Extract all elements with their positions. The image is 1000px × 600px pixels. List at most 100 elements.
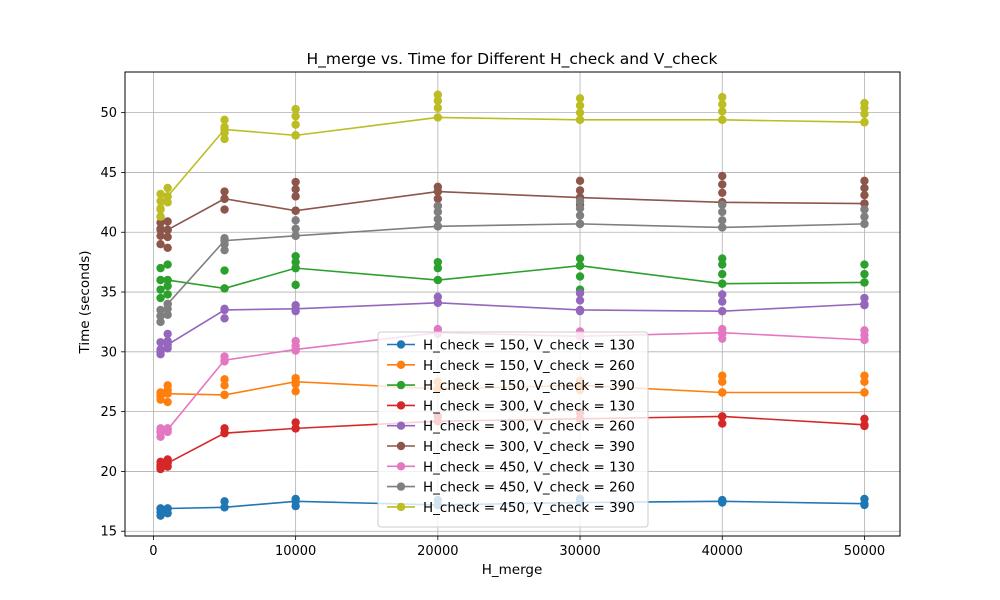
series-8-point	[860, 205, 869, 214]
series-4-line-point	[156, 462, 165, 471]
legend-marker	[396, 421, 406, 430]
series-3-line-point	[220, 284, 229, 293]
series-8-point	[433, 201, 443, 211]
series-2-line-point	[860, 388, 869, 397]
legend-label: H_check = 150, V_check = 130	[423, 338, 635, 354]
series-1-line-point	[291, 497, 300, 506]
series-9-point	[220, 115, 229, 125]
legend-item: H_check = 300, V_check = 390	[387, 439, 635, 455]
series-8-point	[575, 196, 585, 206]
series-9-point	[860, 98, 869, 108]
series-3-line-point	[433, 275, 443, 285]
legend-label: H_check = 300, V_check = 390	[423, 439, 635, 455]
series-8-line-point	[220, 236, 229, 245]
series-9-line-point	[156, 204, 165, 213]
legend-item: H_check = 450, V_check = 390	[387, 500, 635, 516]
series-6-point	[291, 192, 300, 201]
series-1-line-point	[163, 504, 172, 513]
series-6-line-point	[220, 194, 229, 203]
series-2-point	[163, 381, 172, 390]
series-1-point	[220, 497, 229, 506]
series-3-point	[575, 254, 585, 263]
series-3-point	[163, 290, 172, 299]
series-3-line-point	[163, 275, 172, 285]
series-7-line-point	[156, 427, 165, 437]
series-3-point	[220, 266, 229, 275]
legend-marker	[396, 340, 406, 349]
series-3-point	[575, 272, 585, 281]
legend-marker	[396, 482, 406, 491]
series-6-point	[156, 231, 165, 241]
series-7-line-point	[291, 345, 300, 354]
series-6-line-point	[163, 225, 172, 235]
y-tick-label: 50	[100, 106, 117, 121]
y-tick-label: 25	[100, 405, 117, 420]
series-3-point	[163, 281, 172, 291]
series-8-line-point	[156, 311, 165, 321]
series-8-line-point	[575, 219, 585, 229]
series-2-line-point	[718, 388, 727, 397]
series-8-point	[860, 212, 869, 221]
series-7-line-point	[718, 328, 727, 337]
series-4-line-point	[860, 420, 869, 429]
plot-frame	[124, 71, 901, 537]
series-7-line-point	[163, 425, 172, 434]
series-6-point	[163, 232, 172, 242]
series-6-point	[718, 188, 727, 197]
series-9-line-point	[860, 118, 869, 127]
series-5-line-point	[291, 304, 300, 313]
series-9-point	[433, 103, 443, 113]
series-3-point	[163, 260, 172, 269]
series-6-line	[160, 190, 865, 231]
series-5-point	[575, 289, 585, 298]
series-5-point	[220, 314, 229, 323]
series-6-point	[718, 171, 727, 181]
legend-label: H_check = 450, V_check = 260	[423, 480, 635, 496]
series-6-point	[220, 187, 229, 196]
series-3-point	[156, 293, 165, 303]
legend-label: H_check = 300, V_check = 130	[423, 398, 635, 414]
series-3-line-point	[291, 263, 300, 273]
series-3	[156, 251, 869, 303]
series-1-line	[160, 500, 865, 510]
x-tick-label: 10000	[275, 544, 316, 559]
series-6-point	[860, 190, 869, 200]
series-2-point	[718, 377, 727, 386]
series-9-point	[163, 183, 172, 193]
series-8-line-point	[291, 231, 300, 241]
series-9-point	[433, 90, 443, 99]
x-tick-label: 50000	[844, 544, 885, 559]
series-3-line-point	[156, 275, 165, 285]
series-6-point	[433, 194, 443, 203]
series-6-line-point	[291, 206, 300, 215]
series-6-point	[718, 180, 727, 189]
chart-title: H_merge vs. Time for Different H_check a…	[306, 50, 717, 69]
series-5-line-point	[156, 347, 165, 357]
series-8-point	[575, 204, 585, 213]
series-5-point	[433, 292, 443, 302]
series-5-point	[718, 290, 727, 299]
series-5-point	[575, 296, 585, 305]
series-3-point	[718, 269, 727, 279]
series-9	[156, 90, 869, 221]
series-9-point	[291, 120, 300, 129]
series-2-line-point	[220, 390, 229, 400]
series-3-line-point	[860, 278, 869, 287]
series-8-line-point	[718, 223, 727, 232]
y-axis-label: Time (seconds)	[77, 250, 93, 354]
series-7-line	[160, 331, 865, 433]
series-9-point	[575, 101, 585, 110]
x-tick-label: 40000	[702, 544, 743, 559]
series-3-point	[860, 269, 869, 279]
legend-marker	[396, 360, 406, 369]
series-6-line-point	[156, 225, 165, 235]
series-9-line-point	[291, 131, 300, 140]
series-8-point	[575, 211, 585, 220]
series-8-line-point	[860, 219, 869, 229]
series-6-point	[163, 243, 172, 252]
legend-box	[377, 331, 649, 528]
legend-marker	[396, 401, 406, 410]
series-7-point	[291, 336, 300, 346]
series-2-point	[860, 371, 869, 380]
series-4-line-point	[220, 428, 229, 438]
